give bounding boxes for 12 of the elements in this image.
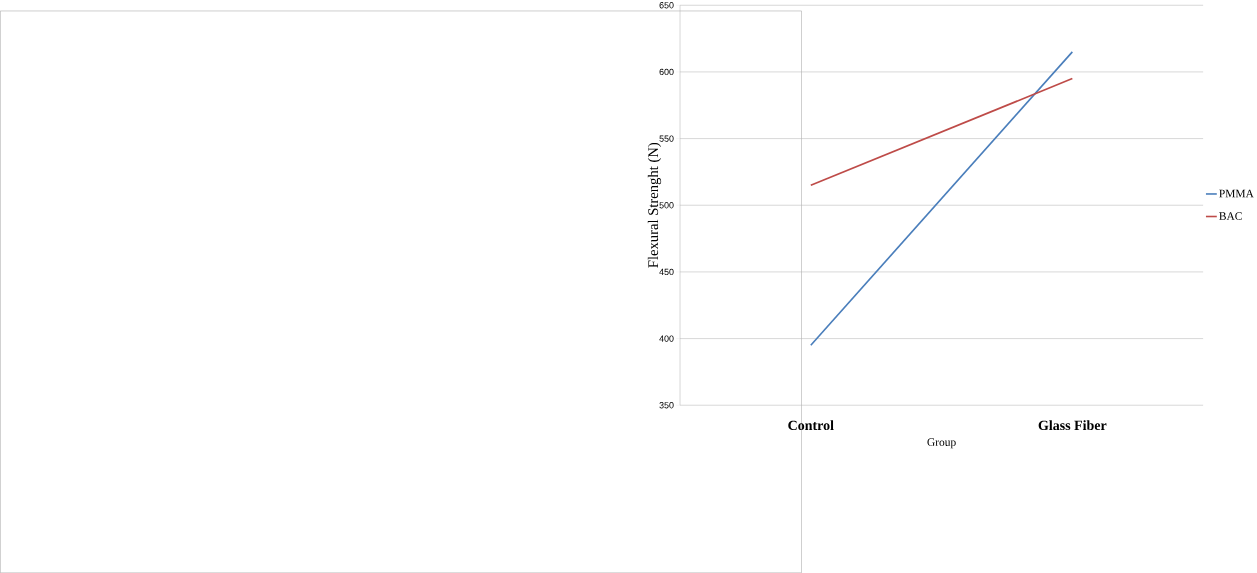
x-axis-title: Group [927, 438, 956, 449]
y-tick-label: 350 [659, 401, 674, 409]
y-tick-label: 550 [659, 135, 674, 142]
legend-label: PMMA [1219, 189, 1254, 198]
y-tick-label: 600 [659, 68, 674, 75]
legend-label: BAC [1219, 212, 1242, 220]
y-tick-label: 450 [659, 268, 674, 275]
y-tick-label: 500 [659, 201, 674, 209]
x-tick-label: Glass Fiber [1038, 420, 1107, 430]
y-tick-label: 400 [659, 335, 674, 342]
y-tick-label: 650 [659, 1, 674, 9]
x-tick-label: Control [788, 420, 834, 430]
